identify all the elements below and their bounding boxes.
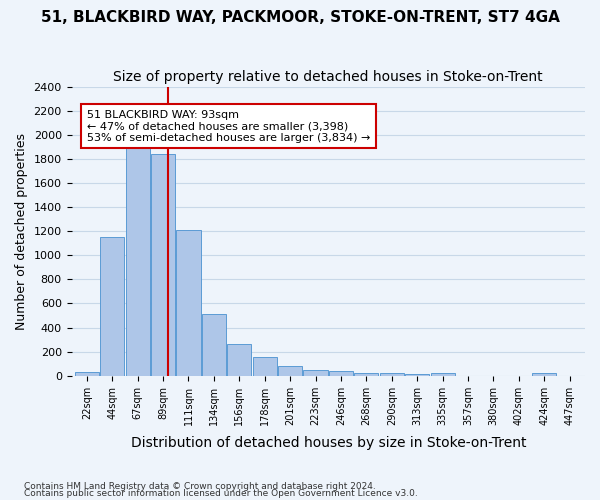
Text: 51, BLACKBIRD WAY, PACKMOOR, STOKE-ON-TRENT, ST7 4GA: 51, BLACKBIRD WAY, PACKMOOR, STOKE-ON-TR… xyxy=(41,10,559,25)
Bar xyxy=(431,374,455,376)
Bar xyxy=(125,140,149,376)
Text: 51 BLACKBIRD WAY: 93sqm
← 47% of detached houses are smaller (3,398)
53% of semi: 51 BLACKBIRD WAY: 93sqm ← 47% of detache… xyxy=(87,110,370,143)
Bar xyxy=(355,374,379,376)
Bar xyxy=(304,370,328,376)
Bar xyxy=(176,230,200,376)
Bar xyxy=(532,374,556,376)
Bar xyxy=(151,154,175,376)
Bar xyxy=(329,371,353,376)
Title: Size of property relative to detached houses in Stoke-on-Trent: Size of property relative to detached ho… xyxy=(113,70,543,84)
Text: Contains HM Land Registry data © Crown copyright and database right 2024.: Contains HM Land Registry data © Crown c… xyxy=(24,482,376,491)
Bar xyxy=(380,374,404,376)
Bar xyxy=(405,374,430,376)
Bar xyxy=(278,366,302,376)
Bar xyxy=(75,372,99,376)
Text: Contains public sector information licensed under the Open Government Licence v3: Contains public sector information licen… xyxy=(24,490,418,498)
Bar xyxy=(202,314,226,376)
Y-axis label: Number of detached properties: Number of detached properties xyxy=(15,132,28,330)
Bar xyxy=(227,344,251,376)
Bar xyxy=(100,237,124,376)
Bar xyxy=(253,357,277,376)
X-axis label: Distribution of detached houses by size in Stoke-on-Trent: Distribution of detached houses by size … xyxy=(131,436,526,450)
